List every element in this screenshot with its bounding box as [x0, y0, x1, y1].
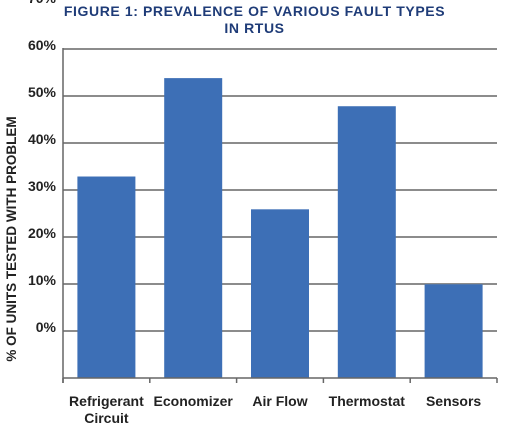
- y-tick-label: 60%: [28, 37, 57, 53]
- y-axis-title: % OF UNITS TESTED WITH PROBLEM: [4, 116, 19, 361]
- y-tick-label: 20%: [28, 225, 57, 241]
- y-tick-label: 30%: [28, 178, 57, 194]
- bar: [337, 106, 396, 378]
- x-category-label: Refrigerant: [69, 393, 144, 409]
- bar: [164, 78, 223, 378]
- chart-title-line-2: IN RTUS: [224, 20, 285, 36]
- bar: [77, 176, 136, 378]
- bar: [424, 284, 483, 378]
- x-category-label: Circuit: [84, 410, 129, 426]
- bar: [251, 209, 309, 378]
- x-category-label: Air Flow: [252, 393, 307, 409]
- x-category-label: Economizer: [154, 393, 234, 409]
- y-tick-label: 70%: [28, 0, 57, 6]
- y-tick-label: 40%: [28, 131, 57, 147]
- y-tick-label: 50%: [28, 84, 57, 100]
- y-tick-label: 0%: [36, 319, 57, 335]
- y-tick-label: 10%: [28, 272, 57, 288]
- labels: 0% 10% 20% 30% 40% 50% 60% 70% RefrigerantCircui…: [4, 0, 481, 426]
- bars: [77, 78, 483, 378]
- chart-title-line-1: FIGURE 1: PREVALENCE OF VARIOUS FAULT TY…: [63, 3, 446, 19]
- x-category-label: Thermostat: [329, 393, 406, 409]
- x-category-label: Sensors: [426, 393, 481, 409]
- axes: [62, 48, 498, 383]
